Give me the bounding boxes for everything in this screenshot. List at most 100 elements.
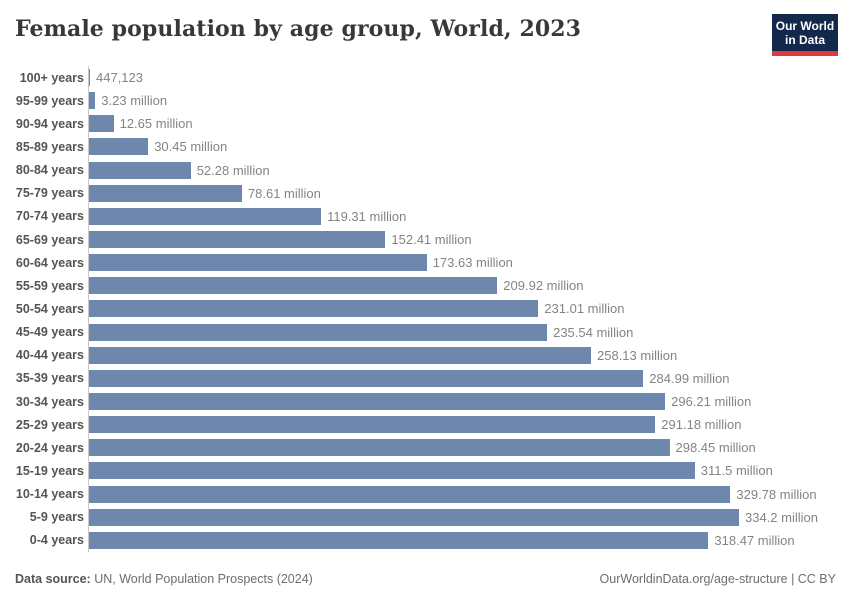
data-source-text: UN, World Population Prospects (2024) xyxy=(90,572,313,586)
chart-header: Female population by age group, World, 2… xyxy=(0,0,850,57)
value-label: 3.23 million xyxy=(101,93,168,109)
value-label: 173.63 million xyxy=(432,255,513,271)
age-group-label: 55-59 years xyxy=(15,278,84,293)
age-group-label: 40-44 years xyxy=(15,348,84,363)
bar-area: 119.31 million xyxy=(88,204,850,228)
owid-logo-line2: in Data xyxy=(784,33,825,48)
bar[interactable] xyxy=(89,254,427,272)
bar-area: 298.45 million xyxy=(88,436,850,460)
bar-area: 311.5 million xyxy=(88,459,850,483)
chart-row: 100+ years 447,123 xyxy=(0,66,850,90)
attribution-link[interactable]: OurWorldinData.org/age-structure | CC BY xyxy=(599,572,836,586)
data-source: Data source: UN, World Population Prospe… xyxy=(15,572,313,586)
value-label: 284.99 million xyxy=(649,370,730,386)
age-group-label: 95-99 years xyxy=(15,93,84,108)
chart-row: 80-84 years 52.28 million xyxy=(0,158,850,182)
chart-row: 50-54 years 231.01 million xyxy=(0,297,850,321)
bar-area: 52.28 million xyxy=(88,158,850,182)
bar-area: 258.13 million xyxy=(88,343,850,367)
age-group-label: 90-94 years xyxy=(15,116,84,131)
bar-area: 447,123 xyxy=(88,66,850,90)
bar[interactable] xyxy=(89,323,548,341)
chart-row: 30-34 years 296.21 million xyxy=(0,389,850,414)
bar[interactable] xyxy=(89,92,96,110)
bar[interactable] xyxy=(89,231,386,249)
bar[interactable] xyxy=(89,416,656,434)
bar[interactable] xyxy=(89,138,149,156)
bar[interactable] xyxy=(89,69,90,87)
bar[interactable] xyxy=(89,300,539,318)
bar-area: 12.65 million xyxy=(88,112,850,136)
age-group-label: 75-79 years xyxy=(15,186,84,201)
chart-row: 55-59 years 209.92 million xyxy=(0,274,850,298)
age-group-label: 20-24 years xyxy=(15,440,84,455)
bar-area: 296.21 million xyxy=(88,389,850,414)
bar[interactable] xyxy=(89,462,695,480)
age-group-label: 65-69 years xyxy=(15,232,84,247)
chart-row: 10-14 years 329.78 million xyxy=(0,482,850,506)
bar[interactable] xyxy=(89,161,191,179)
value-label: 52.28 million xyxy=(196,162,270,178)
bar-area: 173.63 million xyxy=(88,251,850,275)
bar-area: 30.45 million xyxy=(88,135,850,159)
chart-footer: Data source: UN, World Population Prospe… xyxy=(15,572,836,586)
chart-row: 25-29 years 291.18 million xyxy=(0,413,850,437)
age-group-label: 0-4 years xyxy=(29,533,84,548)
age-group-label: 85-89 years xyxy=(15,139,84,154)
value-label: 447,123 xyxy=(96,70,143,86)
age-group-label: 10-14 years xyxy=(15,487,84,502)
value-label: 298.45 million xyxy=(675,440,756,456)
bar[interactable] xyxy=(89,346,591,364)
bar[interactable] xyxy=(89,277,498,295)
data-source-label: Data source: xyxy=(15,572,91,586)
value-label: 12.65 million xyxy=(119,116,193,132)
age-group-label: 30-34 years xyxy=(15,394,84,409)
value-label: 258.13 million xyxy=(597,347,678,363)
value-label: 318.47 million xyxy=(714,532,795,548)
chart-row: 85-89 years 30.45 million xyxy=(0,135,850,159)
bar[interactable] xyxy=(89,207,322,225)
age-group-label: 25-29 years xyxy=(15,417,84,432)
value-label: 311.5 million xyxy=(700,463,773,479)
bar[interactable] xyxy=(89,393,666,411)
bar-area: 231.01 million xyxy=(88,297,850,321)
value-label: 235.54 million xyxy=(553,324,634,340)
value-label: 334.2 million xyxy=(745,509,818,525)
value-label: 119.31 million xyxy=(327,208,407,224)
chart-row: 75-79 years 78.61 million xyxy=(0,181,850,205)
value-label: 152.41 million xyxy=(391,232,472,248)
chart: 100+ years 447,123 95-99 years 3.23 million… xyxy=(0,66,850,552)
chart-row: 5-9 years 334.2 million xyxy=(0,505,850,529)
bar[interactable] xyxy=(89,369,644,387)
chart-row: 40-44 years 258.13 million xyxy=(0,343,850,367)
bar[interactable] xyxy=(89,508,739,526)
value-label: 78.61 million xyxy=(247,185,321,201)
page-title: Female population by age group, World, 2… xyxy=(15,16,582,42)
bar[interactable] xyxy=(89,531,709,549)
owid-logo[interactable]: Our World in Data xyxy=(772,14,838,57)
bar-area: 209.92 million xyxy=(88,274,850,298)
chart-row: 20-24 years 298.45 million xyxy=(0,436,850,460)
bar[interactable] xyxy=(89,439,670,457)
bar-area: 318.47 million xyxy=(88,528,850,552)
bar[interactable] xyxy=(89,115,114,133)
chart-row: 90-94 years 12.65 million xyxy=(0,112,850,136)
chart-row: 95-99 years 3.23 million xyxy=(0,89,850,113)
chart-row: 35-39 years 284.99 million xyxy=(0,366,850,390)
bar-area: 291.18 million xyxy=(88,413,850,437)
age-group-label: 60-64 years xyxy=(15,255,84,270)
chart-row: 15-19 years 311.5 million xyxy=(0,459,850,483)
age-group-label: 35-39 years xyxy=(15,371,84,386)
chart-row: 65-69 years 152.41 million xyxy=(0,227,850,252)
value-label: 30.45 million xyxy=(154,139,228,155)
bar[interactable] xyxy=(89,485,731,503)
age-group-label: 45-49 years xyxy=(15,325,84,340)
age-group-label: 5-9 years xyxy=(29,510,84,525)
age-group-label: 80-84 years xyxy=(15,163,84,178)
value-label: 231.01 million xyxy=(544,301,625,317)
age-group-label: 15-19 years xyxy=(15,463,84,478)
chart-row: 70-74 years 119.31 million xyxy=(0,204,850,228)
bar[interactable] xyxy=(89,184,242,202)
value-label: 329.78 million xyxy=(736,486,817,502)
age-group-label: 70-74 years xyxy=(15,209,84,224)
